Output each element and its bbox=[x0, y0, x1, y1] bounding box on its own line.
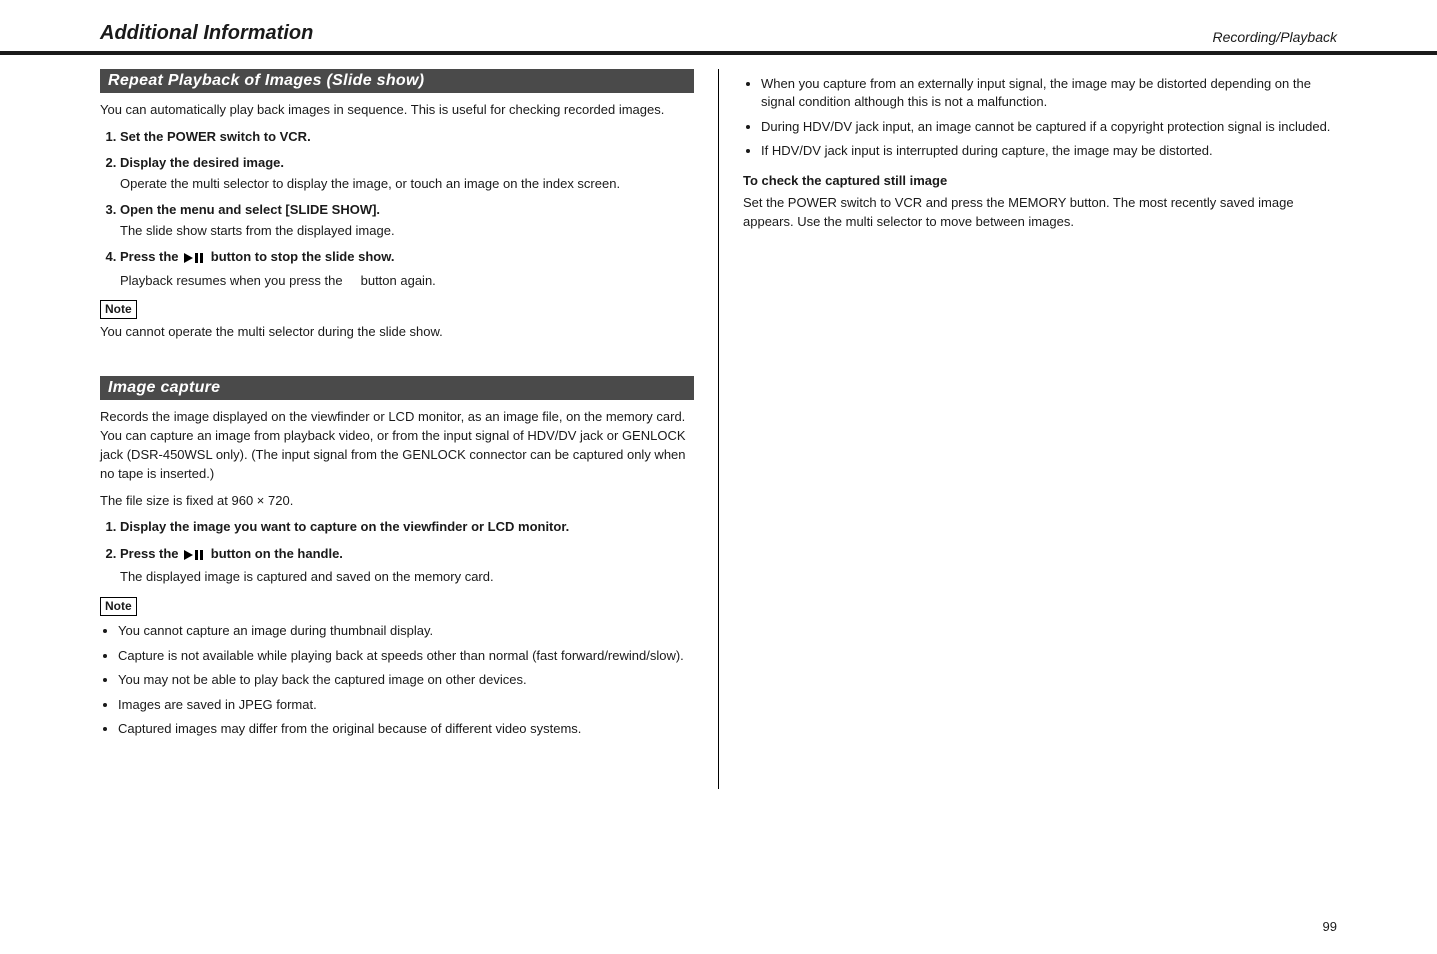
section-intro: You can automatically play back images i… bbox=[100, 101, 694, 120]
section-bar: Repeat Playback of Images (Slide show) bbox=[100, 69, 694, 93]
note-label: Note bbox=[100, 597, 137, 616]
continued-bullets: When you capture from an externally inpu… bbox=[743, 75, 1337, 161]
step-body: Playback resumes when you press the butt… bbox=[120, 272, 694, 290]
step-item: Press the button to stop the slide show.… bbox=[120, 248, 694, 290]
step-head: Press the button on the handle. bbox=[120, 546, 343, 561]
step-head: Display the image you want to capture on… bbox=[120, 519, 569, 534]
bullet-item: Images are saved in JPEG format. bbox=[118, 696, 694, 714]
bullet-item: Capture is not available while playing b… bbox=[118, 647, 694, 665]
step-item: Press the button on the handle. The disp… bbox=[120, 545, 694, 587]
steps-list: Set the POWER switch to VCR. Display the… bbox=[100, 128, 694, 290]
note-block: Note You cannot capture an image during … bbox=[100, 597, 694, 739]
bullet-item: If HDV/DV jack input is interrupted duri… bbox=[761, 142, 1337, 160]
bullet-item: During HDV/DV jack input, an image canno… bbox=[761, 118, 1337, 136]
step-head: Press the button to stop the slide show. bbox=[120, 249, 394, 264]
right-column: When you capture from an externally inpu… bbox=[719, 69, 1337, 789]
page-header: Additional Information Recording/Playbac… bbox=[0, 22, 1437, 55]
subheading: To check the captured still image bbox=[743, 173, 1337, 188]
section-intro-2: The file size is fixed at 960 × 720. bbox=[100, 492, 694, 511]
step-head: Display the desired image. bbox=[120, 155, 284, 170]
note-label: Note bbox=[100, 300, 137, 319]
step-body: The displayed image is captured and save… bbox=[120, 568, 694, 586]
header-subtitle: Recording/Playback bbox=[1212, 29, 1337, 45]
note-text: You cannot operate the multi selector du… bbox=[100, 323, 694, 342]
steps-list: Display the image you want to capture on… bbox=[100, 518, 694, 586]
step-body: The slide show starts from the displayed… bbox=[120, 222, 694, 240]
header-title: Additional Information bbox=[100, 22, 313, 45]
section-bar: Image capture bbox=[100, 376, 694, 400]
step-item: Open the menu and select [SLIDE SHOW]. T… bbox=[120, 201, 694, 240]
left-column: Repeat Playback of Images (Slide show) Y… bbox=[100, 69, 718, 789]
section-intro: Records the image displayed on the viewf… bbox=[100, 408, 694, 483]
bullet-item: You cannot capture an image during thumb… bbox=[118, 622, 694, 640]
content-columns: Repeat Playback of Images (Slide show) Y… bbox=[0, 69, 1437, 789]
step-item: Set the POWER switch to VCR. bbox=[120, 128, 694, 146]
bullet-item: You may not be able to play back the cap… bbox=[118, 671, 694, 689]
step-item: Display the desired image. Operate the m… bbox=[120, 154, 694, 193]
step-body: Operate the multi selector to display th… bbox=[120, 175, 694, 193]
note-block: Note You cannot operate the multi select… bbox=[100, 300, 694, 342]
play-pause-icon bbox=[184, 548, 204, 566]
note-bullets: You cannot capture an image during thumb… bbox=[100, 622, 694, 738]
section-slideshow: Repeat Playback of Images (Slide show) Y… bbox=[100, 69, 694, 342]
bullet-item: When you capture from an externally inpu… bbox=[761, 75, 1337, 112]
bullet-item: Captured images may differ from the orig… bbox=[118, 720, 694, 738]
step-head: Set the POWER switch to VCR. bbox=[120, 129, 311, 144]
page-number: 99 bbox=[1323, 919, 1337, 934]
step-item: Display the image you want to capture on… bbox=[120, 518, 694, 536]
play-pause-icon bbox=[184, 251, 204, 269]
paragraph: Set the POWER switch to VCR and press th… bbox=[743, 194, 1337, 232]
step-head: Open the menu and select [SLIDE SHOW]. bbox=[120, 202, 380, 217]
section-image-capture: Image capture Records the image displaye… bbox=[100, 376, 694, 738]
